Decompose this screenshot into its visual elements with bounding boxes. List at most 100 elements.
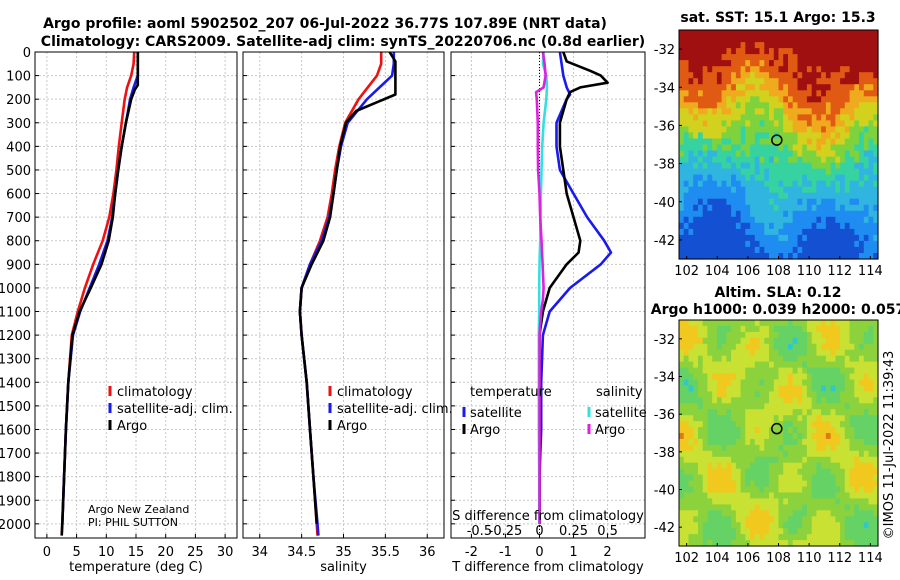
map-cell [698,462,704,470]
map-cell [806,42,813,49]
map-cell [698,510,704,517]
map-cell [844,498,851,505]
map-cell [764,367,770,375]
map-cell [735,240,742,248]
map-cell [821,444,827,452]
map-cell [745,379,751,386]
map-cell [825,516,832,523]
map-cell [806,427,813,434]
map-cell [840,367,846,375]
map-cell [726,132,732,139]
map-cell [844,168,851,176]
legend-left-title: temperature [470,385,552,400]
map-cell [802,210,808,218]
series-line-argo [298,51,397,524]
map-cell [868,168,874,176]
map-cell [693,510,699,517]
map-cell [769,36,775,43]
map-cell [712,72,718,79]
map-cell [797,325,803,333]
map-cell [750,528,756,535]
argo-location-marker [771,134,783,146]
map-cell [844,510,851,517]
map-cell [721,30,727,37]
map-cell [811,403,817,410]
map-cell [854,30,860,37]
map-cell [716,320,723,327]
map-cell [806,150,813,158]
map-cell [849,379,855,386]
map-cell [863,367,870,375]
map-cell [702,498,708,505]
map-cell [688,84,694,91]
map-cell [679,78,685,85]
map-cell [854,415,860,422]
map-cell [802,343,808,351]
map-cell [764,240,770,248]
map-cell [783,379,789,386]
map-cell [816,48,822,55]
map-cell [835,337,841,345]
map-cell [745,180,751,188]
map-cell [778,516,784,523]
map-cell [835,320,841,327]
map-cell [707,162,713,170]
map-cell [816,421,822,428]
map-cell [769,253,775,260]
map-cell [783,84,789,91]
map-cell [698,198,704,206]
map-cell [778,162,784,170]
map-cell [688,474,694,482]
map-cell [688,66,694,73]
map-cell [783,385,789,392]
map-cell [740,349,746,357]
map-cell [731,253,737,260]
map-cell [778,403,784,410]
map-cell [873,210,879,218]
map-cell [825,474,832,482]
map-cell [825,246,832,254]
map-cell [679,102,685,109]
map-cell [816,337,822,345]
map-cell [811,216,817,224]
map-cell [721,385,727,392]
map-cell [854,72,860,79]
map-cell [764,456,770,464]
map-cell [821,474,827,482]
x-tick-label: 5 [72,545,80,560]
map-cell [735,180,742,188]
map-cell [740,72,746,79]
map-cell [759,228,765,236]
map-cell [754,36,761,43]
map-cell [802,78,808,85]
map-cell [797,84,803,91]
map-cell [859,42,865,49]
map-cell [745,528,751,535]
map-cell [863,349,870,357]
map-cell [830,492,836,499]
map-cell [716,60,723,67]
map-cell [702,48,708,55]
map-cell [721,120,727,127]
map-cell [769,415,775,422]
map-cell [707,492,713,499]
map-cell [716,192,723,200]
map-cell [754,234,761,242]
map-cell [731,108,737,115]
map-cell [859,228,865,236]
map-cell [702,102,708,109]
map-cell [735,320,742,327]
map-cell [806,486,813,493]
map-cell [745,222,751,230]
map-cell [830,108,836,115]
map-cell [783,415,789,422]
map-cell [806,168,813,176]
map-cell [825,433,832,440]
map-cell [683,198,689,206]
map-cell [707,234,713,242]
map-cell [825,385,832,392]
map-cell [806,331,813,339]
map-cell [698,240,704,248]
map-cell [806,36,813,43]
map-cell [754,510,761,517]
